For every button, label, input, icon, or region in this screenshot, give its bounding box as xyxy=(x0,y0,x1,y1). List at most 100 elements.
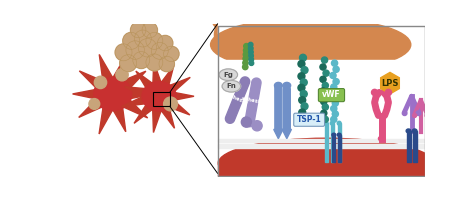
Ellipse shape xyxy=(274,82,282,89)
Circle shape xyxy=(322,82,328,89)
Circle shape xyxy=(333,66,339,72)
Bar xyxy=(407,131,411,162)
Circle shape xyxy=(331,105,337,112)
Circle shape xyxy=(333,79,339,85)
Circle shape xyxy=(320,64,326,70)
Circle shape xyxy=(330,72,336,79)
Text: adhesin: adhesin xyxy=(241,96,265,105)
Circle shape xyxy=(413,114,417,117)
Circle shape xyxy=(146,54,163,71)
Ellipse shape xyxy=(210,18,411,72)
Text: Fn: Fn xyxy=(227,83,236,89)
Circle shape xyxy=(146,32,163,49)
Polygon shape xyxy=(381,72,399,94)
Circle shape xyxy=(164,46,179,62)
Circle shape xyxy=(244,44,249,49)
Circle shape xyxy=(243,56,248,61)
Ellipse shape xyxy=(378,136,384,141)
FancyBboxPatch shape xyxy=(319,89,345,102)
Circle shape xyxy=(126,41,145,59)
Circle shape xyxy=(321,99,327,105)
Circle shape xyxy=(301,91,307,98)
Circle shape xyxy=(157,35,173,51)
Circle shape xyxy=(248,46,253,51)
Circle shape xyxy=(332,100,338,106)
Ellipse shape xyxy=(337,133,341,136)
Circle shape xyxy=(142,22,157,38)
Circle shape xyxy=(331,116,337,122)
Circle shape xyxy=(385,89,392,96)
Circle shape xyxy=(241,117,252,127)
Circle shape xyxy=(425,114,429,117)
Ellipse shape xyxy=(412,129,417,133)
Ellipse shape xyxy=(207,58,422,81)
Circle shape xyxy=(320,88,326,94)
Circle shape xyxy=(320,76,326,82)
Ellipse shape xyxy=(219,138,434,188)
Ellipse shape xyxy=(283,82,291,89)
Circle shape xyxy=(301,115,307,122)
Circle shape xyxy=(298,73,305,80)
Circle shape xyxy=(322,104,328,110)
Circle shape xyxy=(321,57,328,63)
Circle shape xyxy=(115,44,132,61)
Circle shape xyxy=(138,39,157,57)
Bar xyxy=(413,131,417,162)
Polygon shape xyxy=(121,62,194,133)
Circle shape xyxy=(248,42,253,47)
Circle shape xyxy=(164,97,177,111)
Circle shape xyxy=(323,70,329,76)
Circle shape xyxy=(299,97,306,103)
Bar xyxy=(218,144,425,148)
Circle shape xyxy=(333,89,339,96)
Polygon shape xyxy=(245,78,261,127)
Circle shape xyxy=(416,111,421,115)
Circle shape xyxy=(332,111,338,117)
Circle shape xyxy=(402,111,407,115)
Ellipse shape xyxy=(210,0,419,54)
Circle shape xyxy=(249,50,253,54)
Ellipse shape xyxy=(142,81,176,111)
Circle shape xyxy=(249,57,254,62)
Circle shape xyxy=(243,60,248,65)
Circle shape xyxy=(94,76,107,89)
Circle shape xyxy=(301,103,308,110)
Circle shape xyxy=(244,48,249,53)
Bar xyxy=(218,26,425,176)
Bar xyxy=(331,123,334,162)
Circle shape xyxy=(243,52,249,57)
Circle shape xyxy=(300,54,307,61)
Text: vWF: vWF xyxy=(322,90,341,99)
Circle shape xyxy=(123,32,140,49)
Ellipse shape xyxy=(214,0,415,77)
Bar xyxy=(332,135,335,162)
Text: adhesin: adhesin xyxy=(226,92,249,105)
Bar xyxy=(218,60,425,145)
Polygon shape xyxy=(283,86,290,133)
Circle shape xyxy=(89,99,100,109)
Circle shape xyxy=(151,42,168,59)
Ellipse shape xyxy=(330,121,334,125)
Circle shape xyxy=(159,56,174,72)
Circle shape xyxy=(322,93,328,99)
Circle shape xyxy=(301,67,308,74)
Circle shape xyxy=(372,89,378,96)
Polygon shape xyxy=(282,129,292,139)
Polygon shape xyxy=(73,55,154,134)
Ellipse shape xyxy=(94,77,132,111)
Polygon shape xyxy=(275,83,282,133)
Bar xyxy=(325,123,328,162)
Circle shape xyxy=(299,109,306,116)
Circle shape xyxy=(134,30,151,47)
Circle shape xyxy=(133,52,150,68)
Bar xyxy=(337,123,341,162)
Bar xyxy=(218,139,425,142)
Ellipse shape xyxy=(222,80,241,92)
Circle shape xyxy=(243,64,248,70)
Circle shape xyxy=(252,121,262,131)
Bar xyxy=(218,160,425,176)
Bar xyxy=(218,26,425,176)
Circle shape xyxy=(321,110,327,116)
Circle shape xyxy=(322,116,328,122)
Text: TSP-1: TSP-1 xyxy=(297,115,321,124)
